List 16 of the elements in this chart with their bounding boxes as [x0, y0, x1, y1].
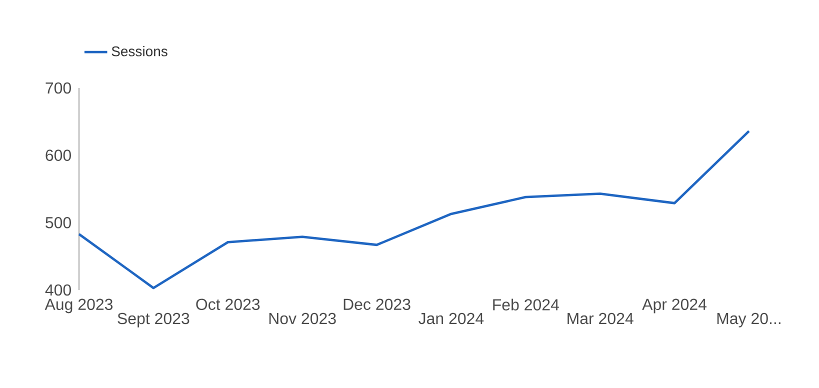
x-tick-label: Feb 2024: [493, 298, 559, 310]
legend-label: Sessions: [112, 46, 168, 56]
y-tick-label: 400: [45, 284, 72, 296]
line-series: [78, 130, 750, 290]
y-tick-label: 500: [46, 217, 72, 228]
x-tick-label: Dec 2023: [344, 298, 410, 310]
x-tick-label: Aug 2023: [44, 298, 113, 314]
x-tick-label: Jan 2024: [418, 312, 484, 324]
y-tick-label: 600: [46, 150, 72, 161]
y-tick-label: 700: [46, 82, 72, 94]
x-tick-label: Sept 2023: [118, 312, 190, 328]
x-tick-label: Oct 2023: [196, 298, 260, 310]
x-tick-label: Mar 2024: [568, 312, 634, 324]
x-tick-label: Apr 2024: [642, 298, 707, 314]
x-tick-label: May 20...: [717, 312, 780, 328]
x-tick-label: Nov 2023: [269, 312, 336, 324]
